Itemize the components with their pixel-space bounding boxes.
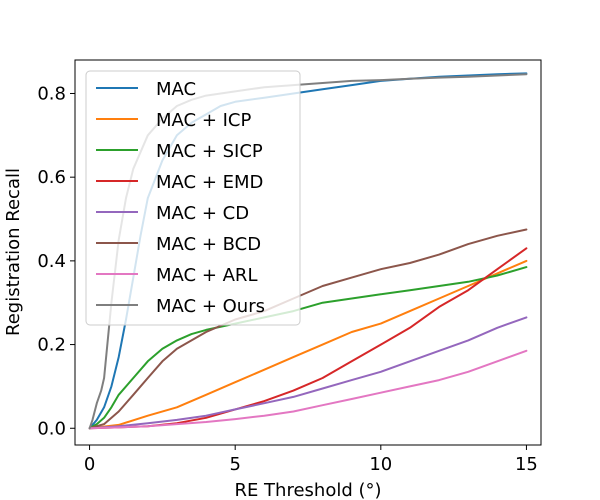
y-tick-label: 0.2	[37, 335, 66, 356]
y-tick-label: 0.0	[37, 418, 66, 439]
legend-label: MAC	[156, 79, 196, 100]
legend-label: MAC + EMD	[156, 172, 263, 193]
plot-frame	[74, 59, 542, 446]
x-axis-label: RE Threshold (°)	[234, 480, 381, 500]
series-line-6	[88, 349, 528, 430]
legend-label: MAC + BCD	[156, 234, 261, 255]
legend-label: MAC + ARL	[156, 265, 257, 286]
x-tick-label: 15	[515, 454, 538, 475]
y-tick-label: 0.8	[37, 83, 66, 104]
x-axis-ticks: 0 5 10 15	[84, 445, 538, 475]
series-line-1	[88, 259, 528, 430]
y-axis-ticks: 0.0 0.2 0.4 0.6 0.8	[37, 83, 75, 439]
x-tick-label: 5	[229, 454, 240, 475]
y-tick-label: 0.4	[37, 251, 66, 272]
x-tick-label: 0	[84, 454, 95, 475]
y-tick-label: 0.6	[37, 167, 66, 188]
legend-label: MAC + Ours	[156, 296, 265, 317]
legend: MAC MAC + ICP MAC + SICP MAC + EMD MAC + CD M…	[85, 70, 301, 326]
legend-label: MAC + CD	[156, 203, 249, 224]
series-line-4	[88, 316, 528, 430]
x-tick-label: 10	[369, 454, 392, 475]
y-axis-label: Registration Recall	[3, 168, 24, 336]
legend-label: MAC + SICP	[156, 141, 263, 162]
legend-label: MAC + ICP	[156, 110, 251, 131]
legend-box	[85, 70, 301, 326]
